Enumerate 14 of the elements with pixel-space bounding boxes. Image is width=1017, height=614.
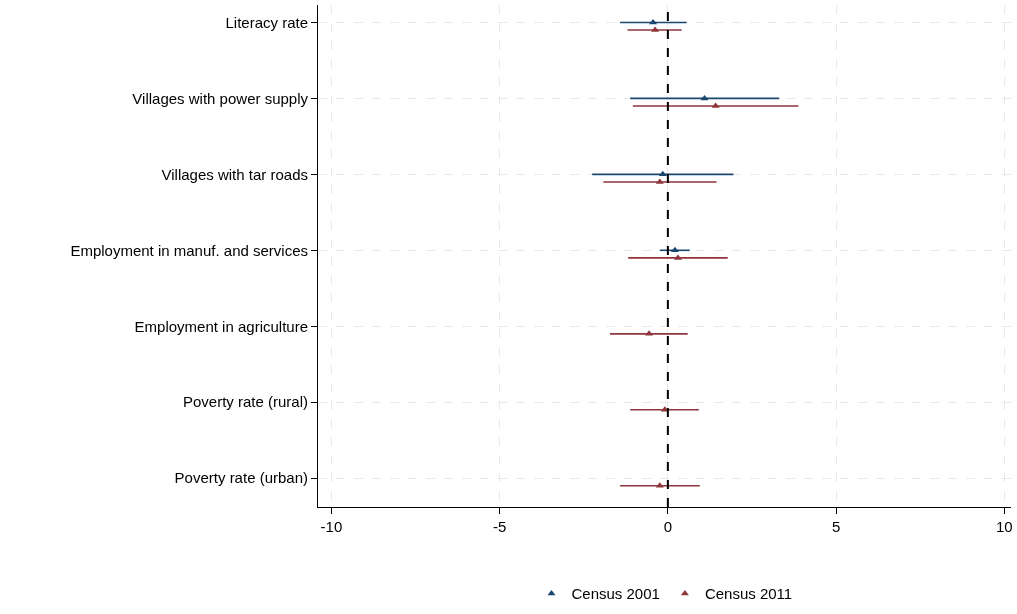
y-tick-label: Villages with tar roads: [161, 165, 308, 183]
x-tick-label: 10: [995, 518, 1013, 535]
y-tick-label: Villages with power supply: [132, 89, 309, 107]
y-tick-label: Poverty rate (urban): [174, 469, 308, 487]
y-tick-label: Employment in agriculture: [134, 317, 308, 335]
y-tick-label: Poverty rate (rural): [182, 393, 308, 411]
x-tick-label: 0: [663, 518, 673, 535]
x-tick-label: 5: [831, 518, 841, 535]
x-tick-label: -5: [492, 518, 507, 535]
legend-label: Census 2011: [704, 585, 793, 603]
x-tick-label: -10: [320, 518, 343, 535]
legend-label: Census 2001: [571, 585, 660, 603]
y-tick-label: Employment in manuf. and services: [70, 241, 308, 259]
y-tick-label: Literacy rate: [225, 13, 308, 31]
